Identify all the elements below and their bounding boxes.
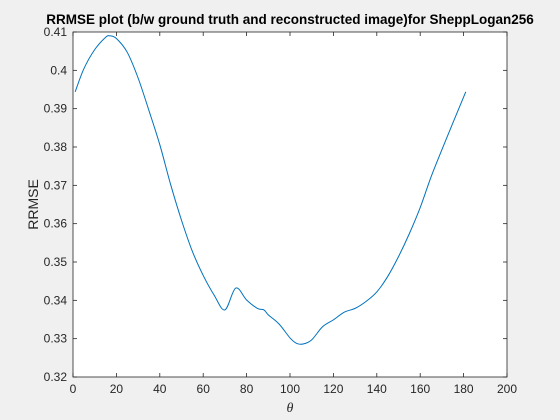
y-tick-label: 0.41 bbox=[44, 25, 68, 39]
x-tick-label: 40 bbox=[153, 382, 167, 396]
plot-area bbox=[72, 31, 508, 378]
x-tick-label: 60 bbox=[197, 382, 211, 396]
y-tick-label: 0.39 bbox=[44, 102, 68, 116]
chart-title: RRMSE plot (b/w ground truth and reconst… bbox=[46, 12, 534, 27]
x-tick-label: 120 bbox=[323, 382, 343, 396]
y-tick-label: 0.38 bbox=[44, 140, 68, 154]
y-tick-label: 0.37 bbox=[44, 178, 68, 192]
y-tick-label: 0.34 bbox=[44, 293, 68, 307]
x-tick-label: 80 bbox=[240, 382, 254, 396]
y-tick-label: 0.33 bbox=[44, 332, 68, 346]
y-axis-ticks: 0.32 0.33 0.34 0.35 0.36 0.37 0.38 0.39 0.4 0.41 bbox=[44, 25, 507, 384]
x-tick-label: 140 bbox=[367, 382, 387, 396]
x-tick-label: 0 bbox=[70, 382, 77, 396]
y-tick-label: 0.35 bbox=[44, 255, 68, 269]
x-tick-label: 160 bbox=[410, 382, 430, 396]
y-tick-label: 0.36 bbox=[44, 217, 68, 231]
x-tick-label: 200 bbox=[497, 382, 517, 396]
y-axis-label: RRMSE bbox=[25, 179, 41, 230]
x-tick-label: 180 bbox=[454, 382, 474, 396]
x-tick-label: 20 bbox=[110, 382, 124, 396]
x-axis-label: θ bbox=[287, 401, 294, 416]
y-tick-label: 0.32 bbox=[44, 370, 68, 384]
x-tick-label: 100 bbox=[280, 382, 300, 396]
rrmse-series-line bbox=[74, 35, 467, 345]
x-axis-ticks: 0 20 40 60 80 100 120 140 160 180 200 bbox=[70, 32, 517, 396]
y-tick-label: 0.4 bbox=[50, 63, 67, 77]
